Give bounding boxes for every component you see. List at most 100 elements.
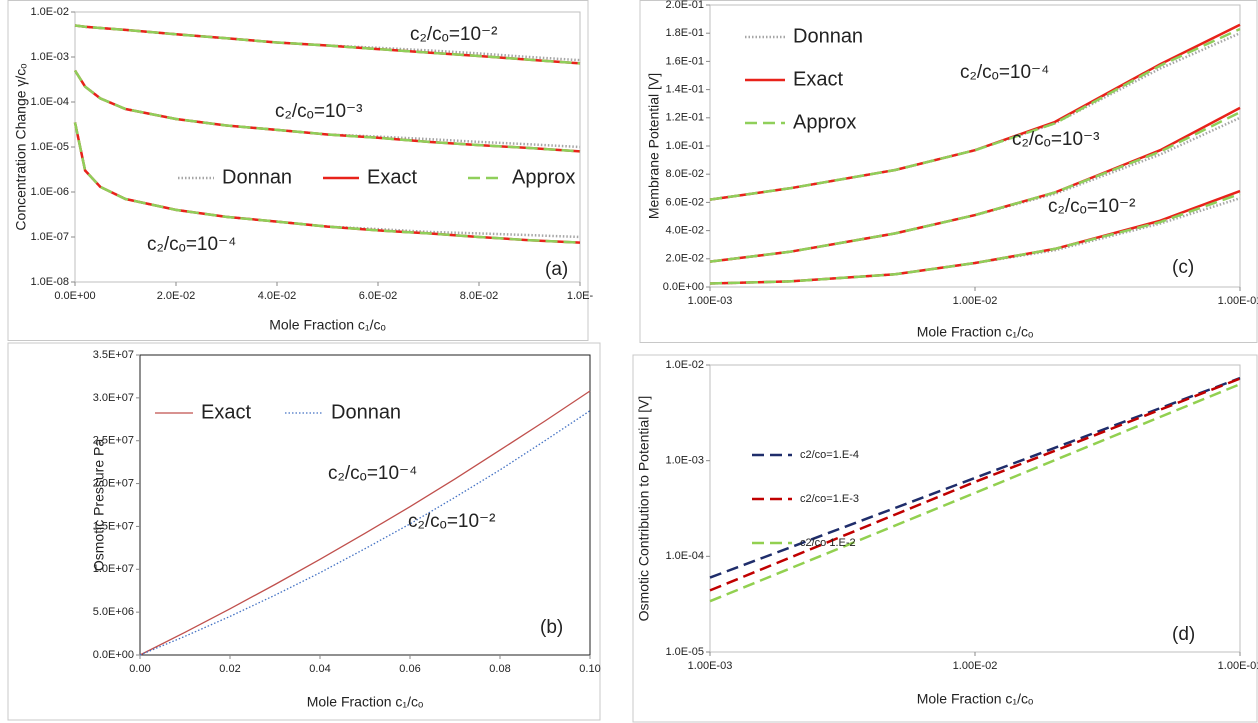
series-line xyxy=(709,111,1241,263)
x-tick-label: 1.00E-03 xyxy=(688,660,733,672)
plot-frame xyxy=(709,4,1241,288)
series-line xyxy=(73,69,581,149)
legend-label: Donnan xyxy=(222,166,292,188)
x-tick-label: 6.0E-02 xyxy=(359,290,398,302)
x-tick-label: 4.0E-02 xyxy=(258,290,297,302)
y-tick-label: 0.0E+00 xyxy=(93,649,134,661)
plot-frame xyxy=(709,364,1241,653)
panel-border xyxy=(632,354,1258,723)
y-tick-label: 2.0E+07 xyxy=(93,477,134,489)
y-tick-label: 1.0E-04 xyxy=(665,550,704,562)
y-axis-label: Membrane Potential [V] xyxy=(646,73,662,219)
x-axis-label: Mole Fraction c₁/cₒ xyxy=(917,691,1034,707)
y-tick-label: 6.0E-02 xyxy=(665,196,704,208)
y-tick-label: 1.0E-05 xyxy=(30,141,69,153)
annotation: c₂/cₒ=10⁻³ xyxy=(275,101,362,122)
series-line xyxy=(74,24,581,62)
series-line xyxy=(73,122,581,239)
panel-border xyxy=(7,0,589,341)
y-tick-label: 1.0E-05 xyxy=(665,646,704,658)
x-axis-label: Mole Fraction c₁/cₒ xyxy=(307,694,424,710)
y-tick-label: 8.0E-02 xyxy=(665,168,704,180)
x-tick-label: 0.08 xyxy=(489,663,510,675)
series-line xyxy=(709,23,1241,201)
series-line xyxy=(709,383,1241,603)
y-tick-label: 1.0E-06 xyxy=(30,186,69,198)
y-tick-label: 0.0E+00 xyxy=(663,281,704,293)
y-tick-label: 1.0E-03 xyxy=(30,51,69,63)
series-line xyxy=(73,69,581,153)
x-axis-label: Mole Fraction c₁/cₒ xyxy=(269,317,386,333)
annotation: c₂/cₒ=10⁻⁴ xyxy=(328,463,417,484)
y-tick-label: 5.0E+06 xyxy=(93,606,134,618)
series-line xyxy=(73,122,581,244)
y-axis-label: Osmotic Contribution to Potential [V] xyxy=(636,396,652,622)
x-tick-label: 8.0E-02 xyxy=(460,290,499,302)
x-tick-label: 0.02 xyxy=(219,663,240,675)
panel-label: (c) xyxy=(1172,257,1194,278)
series-line xyxy=(73,122,581,244)
y-tick-label: 2.0E-02 xyxy=(665,253,704,265)
annotation: c₂/cₒ=10⁻⁴ xyxy=(147,234,236,255)
series-line xyxy=(709,192,1241,285)
legend-label: c2/co 1.E-2 xyxy=(800,537,856,549)
y-tick-label: 1.0E-02 xyxy=(30,6,69,18)
y-tick-label: 1.0E-08 xyxy=(30,276,69,288)
annotation: c₂/cₒ=10⁻² xyxy=(408,511,495,532)
y-tick-label: 4.0E-02 xyxy=(665,225,704,237)
legend-label: Donnan xyxy=(331,401,401,423)
annotation: c₂/cₒ=10⁻³ xyxy=(1012,129,1099,150)
y-tick-label: 3.5E+07 xyxy=(93,349,134,361)
x-tick-label: 1.00E-02 xyxy=(953,295,998,307)
annotation: c₂/cₒ=10⁻² xyxy=(1048,196,1135,217)
legend-label: Donnan xyxy=(793,25,863,47)
y-tick-label: 1.0E+07 xyxy=(93,563,134,575)
series-line xyxy=(709,376,1241,579)
series-line xyxy=(709,197,1241,285)
x-tick-label: 0.06 xyxy=(399,663,420,675)
y-tick-label: 1.0E-02 xyxy=(665,359,704,371)
y-tick-label: 2.5E+07 xyxy=(93,435,134,447)
plot-frame xyxy=(139,354,591,656)
legend-label: Exact xyxy=(201,401,251,423)
legend-label: c2/co=1.E-3 xyxy=(800,493,859,505)
annotation: c₂/cₒ=10⁻² xyxy=(410,24,497,45)
legend-label: Approx xyxy=(512,166,575,188)
series-line xyxy=(709,32,1241,201)
y-tick-label: 1.4E-01 xyxy=(665,84,704,96)
x-tick-label: 1.00E-03 xyxy=(688,295,733,307)
x-tick-label: 0.04 xyxy=(309,663,330,675)
series-line xyxy=(709,189,1241,285)
y-tick-label: 1.6E-01 xyxy=(665,55,704,67)
annotation: c₂/cₒ=10⁻⁴ xyxy=(960,62,1049,83)
y-tick-label: 1.8E-01 xyxy=(665,27,704,39)
panel-label: (b) xyxy=(540,617,563,638)
y-tick-label: 1.2E-01 xyxy=(665,112,704,124)
x-tick-label: 0.0E+00 xyxy=(54,290,95,302)
y-tick-label: 3.0E+07 xyxy=(93,392,134,404)
x-tick-label: 2.0E-02 xyxy=(157,290,196,302)
legend-label: Approx xyxy=(793,111,856,133)
y-tick-label: 1.0E-01 xyxy=(665,140,704,152)
y-tick-label: 2.0E-01 xyxy=(665,0,704,11)
y-tick-label: 1.0E-07 xyxy=(30,231,69,243)
panel-border xyxy=(7,342,601,721)
x-tick-label: 0.10 xyxy=(579,663,600,675)
x-tick-label: 0.00 xyxy=(129,663,150,675)
series-line xyxy=(74,24,581,65)
x-tick-label: 1.00E-02 xyxy=(953,660,998,672)
series-line xyxy=(139,390,591,656)
y-tick-label: 1.5E+07 xyxy=(93,520,134,532)
series-line xyxy=(139,410,591,656)
legend-label: Exact xyxy=(793,68,843,90)
x-tick-label: 1.00E-01 xyxy=(1218,660,1258,672)
legend-label: c2/co=1.E-4 xyxy=(800,449,859,461)
x-tick-label: 1.00E-01 xyxy=(1218,295,1258,307)
series-line xyxy=(709,27,1241,201)
x-tick-label: 1.0E- xyxy=(567,290,594,302)
x-axis-label: Mole Fraction c₁/cₒ xyxy=(917,324,1034,340)
panel-label: (a) xyxy=(545,259,568,280)
y-axis-label: Osmotic Pressure Pa xyxy=(91,439,107,571)
y-tick-label: 1.0E-03 xyxy=(665,455,704,467)
